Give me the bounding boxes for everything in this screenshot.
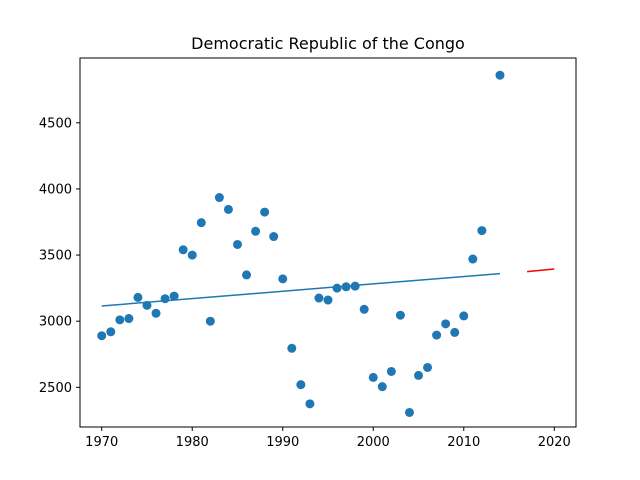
data-point [187, 250, 197, 260]
data-point [395, 310, 405, 320]
data-point [386, 366, 396, 376]
data-point [287, 343, 297, 353]
data-point [223, 204, 233, 214]
data-point [214, 193, 224, 203]
chart-title: Democratic Republic of the Congo [191, 34, 465, 53]
data-point [242, 270, 252, 280]
data-point [97, 331, 107, 341]
data-point [350, 281, 360, 291]
data-point [232, 239, 242, 249]
plot-area [97, 70, 555, 417]
data-point [450, 327, 460, 337]
data-point [169, 291, 179, 301]
data-point [404, 407, 414, 417]
data-point [106, 327, 116, 337]
data-point [205, 316, 215, 326]
data-point [196, 218, 206, 228]
data-point [160, 294, 170, 304]
x-tick-label: 1970 [85, 435, 118, 450]
y-tick-label: 3000 [39, 315, 72, 330]
x-tick-label: 1980 [176, 435, 209, 450]
x-tick-label: 2000 [357, 435, 390, 450]
data-point [178, 245, 188, 255]
y-tick-label: 2500 [39, 381, 72, 396]
data-point [296, 380, 306, 390]
y-tick-label: 4000 [39, 182, 72, 197]
data-point [133, 292, 143, 302]
x-tick-label: 1990 [266, 435, 299, 450]
x-tick-label: 2010 [447, 435, 480, 450]
data-point [368, 372, 378, 382]
x-tick-label: 2020 [538, 435, 571, 450]
data-point [332, 283, 342, 293]
data-point [278, 274, 288, 284]
y-tick-label: 3500 [39, 249, 72, 264]
data-point [260, 207, 270, 217]
data-point [477, 226, 487, 236]
y-tick-label: 4500 [39, 116, 72, 131]
data-point [323, 295, 333, 305]
data-point [441, 319, 451, 329]
forecast-line [527, 268, 555, 273]
data-point [423, 362, 433, 372]
data-point [151, 308, 161, 318]
plot-frame [79, 57, 577, 428]
data-point [459, 311, 469, 321]
data-point [414, 370, 424, 380]
data-point [468, 254, 478, 264]
data-point [115, 315, 125, 325]
data-point [377, 382, 387, 392]
data-point [269, 232, 279, 242]
data-point [432, 330, 442, 340]
data-point [142, 300, 152, 310]
axes: 1970 1980 1990 2000 2010 2020 2500 3000 3500 4000… [39, 116, 571, 450]
data-point [495, 70, 505, 80]
data-point [124, 314, 134, 324]
data-point [359, 304, 369, 314]
data-point [251, 226, 261, 236]
data-point [305, 399, 315, 409]
data-point [341, 282, 351, 292]
data-point [314, 293, 324, 303]
